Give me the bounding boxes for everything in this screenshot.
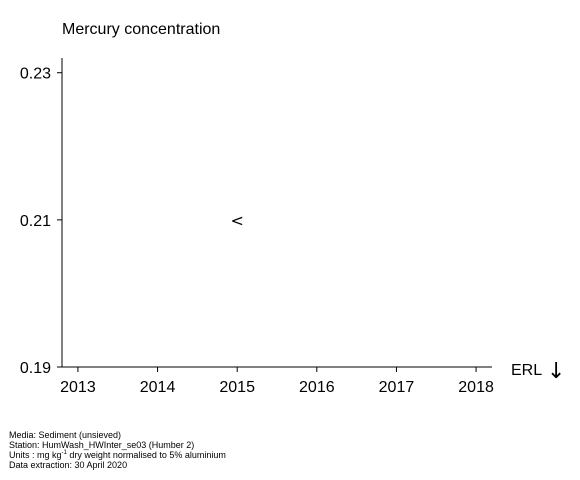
- erl-label: ERL: [511, 362, 542, 379]
- footer-media: Media: Sediment (unsieved): [9, 430, 122, 440]
- y-tick-label: 0.19: [20, 360, 51, 377]
- data-point: <: [230, 211, 243, 230]
- chart-title: Mercury concentration: [62, 21, 220, 38]
- footer-units-suffix: dry weight normalised to 5% aluminium: [66, 450, 226, 460]
- footer-units: Units : mg kg-1 dry weight normalised to…: [9, 450, 226, 460]
- erl-arrow-icon: ↓: [547, 359, 565, 384]
- x-tick-label: 2016: [299, 379, 335, 396]
- footer-extraction: Data extraction: 30 April 2020: [9, 460, 128, 470]
- footer-notes: Media: Sediment (unsieved) Station: HumW…: [9, 430, 226, 470]
- x-tick-label: 2014: [140, 379, 176, 396]
- y-tick-label: 0.23: [20, 66, 51, 83]
- x-tick-label: 2018: [458, 379, 494, 396]
- data-marks: <: [230, 211, 243, 230]
- footer-units-prefix: Units : mg kg: [9, 450, 62, 460]
- y-tick-label: 0.21: [20, 213, 51, 230]
- x-tick-label: 2015: [219, 379, 255, 396]
- axes: 0.19 0.21 0.23 2013 2014 2015 2016 2017 2018: [20, 58, 494, 396]
- x-tick-label: 2013: [60, 379, 96, 396]
- footer-station: Station: HumWash_HWInter_se03 (Humber 2): [9, 440, 195, 450]
- footer-units-sup: -1: [61, 450, 67, 456]
- x-tick-label: 2017: [379, 379, 415, 396]
